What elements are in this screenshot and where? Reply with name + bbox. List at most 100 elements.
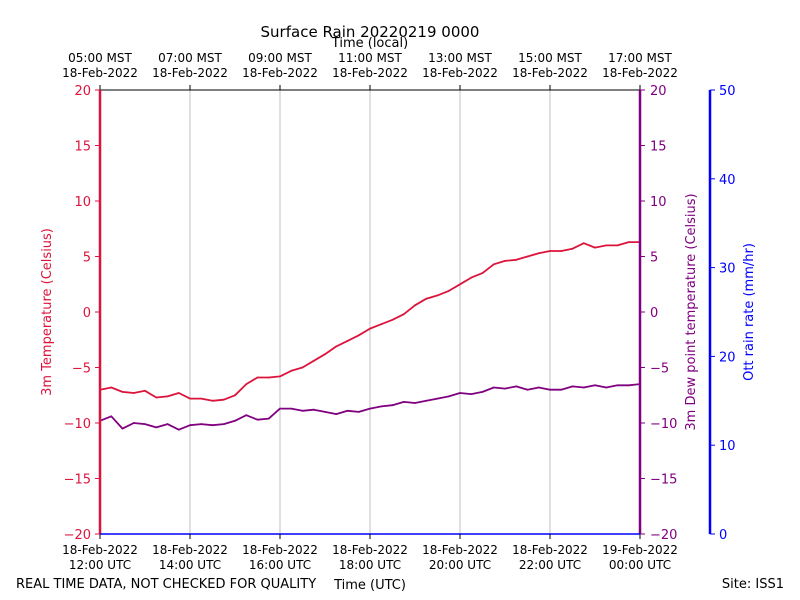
temperature-point xyxy=(324,353,326,356)
dewpoint-point xyxy=(380,405,383,408)
rain-axis-label: Ott rain rate (mm/hr) xyxy=(742,243,757,381)
dewpoint-point xyxy=(537,386,540,389)
top-tick-date: 18-Feb-2022 xyxy=(602,66,678,80)
rain-tick-label: 0 xyxy=(719,528,727,543)
right-tick-label: −15 xyxy=(650,473,677,488)
top-axis-label: Time (local) xyxy=(331,36,408,51)
temperature-point xyxy=(459,283,461,286)
dewpoint-point xyxy=(110,415,113,418)
temperature-point xyxy=(537,252,540,255)
dewpoint-point xyxy=(279,407,281,410)
dewpoint-point xyxy=(335,413,338,415)
dewpoint-point xyxy=(481,391,484,393)
temperature-point xyxy=(616,244,619,247)
top-tick-time: 17:00 MST xyxy=(608,51,672,65)
temperature-point xyxy=(380,323,383,326)
bottom-tick-date: 18-Feb-2022 xyxy=(512,543,588,557)
right-tick-label: 20 xyxy=(650,84,667,99)
dewpoint-point xyxy=(211,424,214,427)
temperature-point xyxy=(391,318,394,321)
right-tick-label: 15 xyxy=(650,140,667,155)
series-lines xyxy=(99,241,641,431)
dewpoint-point xyxy=(369,407,371,410)
rain-tick-label: 10 xyxy=(719,439,736,454)
right-tick-label: −10 xyxy=(650,417,677,432)
temperature-point xyxy=(110,386,113,389)
right-tick-label: 0 xyxy=(650,306,658,321)
bottom-tick-date: 18-Feb-2022 xyxy=(422,543,498,557)
right-tick-label: 10 xyxy=(650,195,667,210)
temperature-point xyxy=(627,241,630,244)
bottom-tick-date: 18-Feb-2022 xyxy=(152,543,228,557)
left-tick-label: 15 xyxy=(74,140,91,155)
temperature-point xyxy=(132,392,135,394)
bottom-tick-time: 20:00 UTC xyxy=(429,558,491,572)
dewpoint-point xyxy=(357,411,360,413)
temperature-point xyxy=(549,250,551,252)
right-tick-label: 5 xyxy=(650,251,658,266)
chart-title: Surface Rain 20220219 0000 xyxy=(261,23,480,41)
dewpoint-point xyxy=(256,418,259,421)
temperature-point xyxy=(177,392,180,394)
dewpoint-point xyxy=(234,419,236,422)
temperature-point xyxy=(481,272,484,274)
temperature-point xyxy=(369,327,371,330)
temperature-point xyxy=(301,366,304,369)
dewpoint-point xyxy=(177,428,180,431)
left-tick-label: −5 xyxy=(72,362,91,377)
dewpoint-point xyxy=(582,386,585,389)
dewpoint-point xyxy=(267,417,270,420)
bottom-tick-time: 18:00 UTC xyxy=(339,558,401,572)
left-tick-label: −20 xyxy=(64,528,91,543)
dewpoint-point xyxy=(560,388,563,391)
temperature-point xyxy=(211,399,214,402)
dewpoint-point xyxy=(526,388,529,391)
temperature-point xyxy=(526,255,529,258)
right-tick-label: −5 xyxy=(650,362,669,377)
bottom-tick-date: 18-Feb-2022 xyxy=(332,543,408,557)
bottom-tick-time: 14:00 UTC xyxy=(159,558,221,572)
dewpoint-point xyxy=(459,392,461,394)
right-tick-label: −20 xyxy=(650,528,677,543)
right-axis-label: 3m Dew point temperature (Celsius) xyxy=(684,193,699,430)
temperature-point xyxy=(144,389,146,392)
top-tick-time: 13:00 MST xyxy=(428,51,492,65)
dewpoint-point xyxy=(155,426,158,429)
dewpoint-point xyxy=(222,423,225,425)
temperature-point xyxy=(121,391,124,393)
bottom-tick-date: 19-Feb-2022 xyxy=(602,543,678,557)
dewpoint-point xyxy=(144,423,146,425)
dewpoint-point xyxy=(346,409,349,412)
top-tick-date: 18-Feb-2022 xyxy=(152,66,228,80)
dewpoint-point xyxy=(301,409,304,412)
temperature-point xyxy=(492,263,495,266)
top-tick-time: 09:00 MST xyxy=(248,51,312,65)
grid-lines xyxy=(189,90,551,534)
top-tick-time: 11:00 MST xyxy=(338,51,402,65)
temperature-point xyxy=(346,340,349,342)
temperature-point xyxy=(504,260,506,262)
dewpoint-point xyxy=(312,408,315,411)
rain-tick-label: 40 xyxy=(719,173,736,188)
dewpoint-point xyxy=(594,384,596,387)
dewpoint-point xyxy=(245,414,248,417)
temperature-point xyxy=(515,258,518,261)
temperature-point xyxy=(312,359,315,362)
dewpoint-point xyxy=(189,424,191,427)
dewpoint-point xyxy=(571,385,574,388)
dewpoint-point xyxy=(121,427,124,430)
dewpoint-point xyxy=(402,401,405,403)
temperature-point xyxy=(245,383,248,385)
temperature-point xyxy=(425,297,428,300)
temperature-point xyxy=(155,396,158,399)
dewpoint-point xyxy=(447,395,450,398)
bottom-axis-label: Time (UTC) xyxy=(333,578,406,593)
temperature-point xyxy=(279,375,281,378)
temperature-point xyxy=(605,244,608,247)
dewpoint-point xyxy=(324,411,326,413)
temperature-point xyxy=(222,398,225,401)
temperature-point xyxy=(571,247,574,250)
top-tick-date: 18-Feb-2022 xyxy=(332,66,408,80)
dewpoint-point xyxy=(414,402,416,404)
